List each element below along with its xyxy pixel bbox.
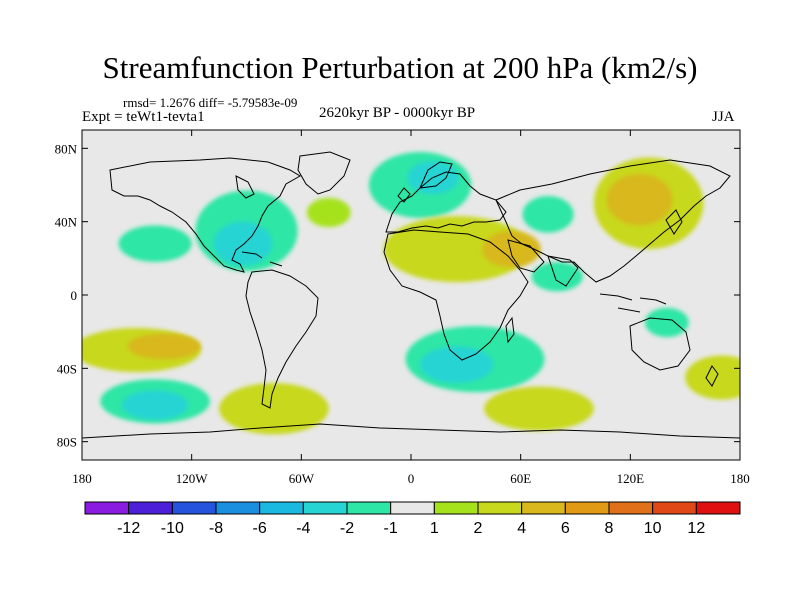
colorbar-box [652,501,697,515]
coast-europe [385,171,507,233]
chart-title: Streamfunction Perturbation at 200 hPa (… [102,50,698,85]
colorbar-box [259,501,304,515]
anomaly-southern-africa-low-core [420,346,494,383]
coast-scandinavia [419,161,453,189]
colorbar-box [215,501,261,515]
colorbar: -12 -10 -8 -6 -4 -2 -1 1 2 4 6 8 10 12 [84,501,741,537]
anomaly-pacific-tropical-low [118,225,192,262]
anomaly-indian-ocean-low [531,262,583,292]
anomaly-south-pacific-high-core [127,333,201,360]
x-axis: 180 120W 60W 0 60E 120E 180 [72,130,750,486]
colorbar-box [608,501,654,515]
anomaly-north-america-low-core [213,221,273,266]
coast-new-zealand [705,365,719,387]
y-tick-label: 80S [57,435,77,450]
coast-africa [383,229,529,361]
anomaly-south-america-southern-high [219,383,329,435]
colorbar-box [302,501,348,515]
colorbar-label: -2 [340,520,354,537]
season-label: JJA [712,109,735,125]
coastline-layer [82,151,740,439]
colorbar-label: -10 [161,520,184,537]
anomaly-southern-ocean-high [484,386,594,431]
coast-caribbean [241,251,283,267]
y-tick-label: 0 [71,288,78,303]
colorbar-label: 4 [517,520,526,537]
coast-arabia [507,239,545,273]
coast-asia [495,159,731,283]
colorbar-box [128,501,173,515]
colorbar-label: -8 [209,520,223,537]
y-axis: 80N 40N 0 40S 80S [55,141,740,450]
anomaly-central-asia-low [522,196,574,233]
y-tick-label: 40N [55,215,78,230]
y-tick-label: 40S [57,361,77,376]
y-tick-label: 80N [55,141,78,156]
coast-north-america [109,157,301,273]
anomaly-australia-east-low [644,307,689,338]
colorbar-box [346,501,392,515]
colorbar-label: -6 [253,520,267,537]
coast-australia [629,317,691,371]
colorbar-box [390,501,435,515]
anomaly-south-pacific-east-high [685,355,740,400]
colorbar-label: 12 [687,520,705,537]
colorbar-label: -12 [117,520,140,537]
x-tick-label: 60E [510,471,531,486]
colorbar-box [84,501,130,515]
colorbar-label: 8 [605,520,614,537]
colorbar-label: 10 [644,520,662,537]
x-tick-label: 120W [176,471,209,486]
coast-madagascar [505,316,515,344]
colorbar-label: 2 [474,520,483,537]
plot-area [82,130,740,460]
coast-antarctica [82,423,740,439]
x-tick-label: 180 [72,471,92,486]
colorbar-label: 1 [430,520,439,537]
anomaly-north-atlantic-high [306,197,351,228]
colorbar-box [433,501,479,515]
anomaly-north-africa-mideast-high [383,216,530,283]
anomaly-east-asia-high-core [606,174,673,226]
stats-text: rmsd= 1.2676 diff= -5.79583e-09 [123,95,298,110]
anomaly-arabia-high-core [482,230,541,268]
colorbar-label: -4 [296,520,310,537]
colorbar-label: -1 [384,520,398,537]
coast-south-america [245,269,319,409]
x-tick-label: 120E [617,471,645,486]
colorbar-box [477,501,523,515]
colorbar-box [695,501,741,515]
x-tick-label: 0 [408,471,415,486]
colorbar-box [171,501,217,515]
coast-hudson [235,175,255,199]
period-label: 2620kyr BP - 0000kyr BP [319,105,476,121]
colorbar-box [521,501,566,515]
coast-japan [665,209,683,235]
x-tick-label: 60W [289,471,315,486]
colorbar-box [564,501,610,515]
experiment-label: Expt = teWt1-tevta1 [82,109,205,125]
coast-british-isles [397,187,411,203]
x-tick-label: 180 [730,471,750,486]
anomaly-south-pacific-low-core [122,390,189,420]
coast-greenland [297,151,351,195]
coast-india [547,255,579,287]
colorbar-label: 6 [561,520,570,537]
coast-indonesia [599,293,667,313]
